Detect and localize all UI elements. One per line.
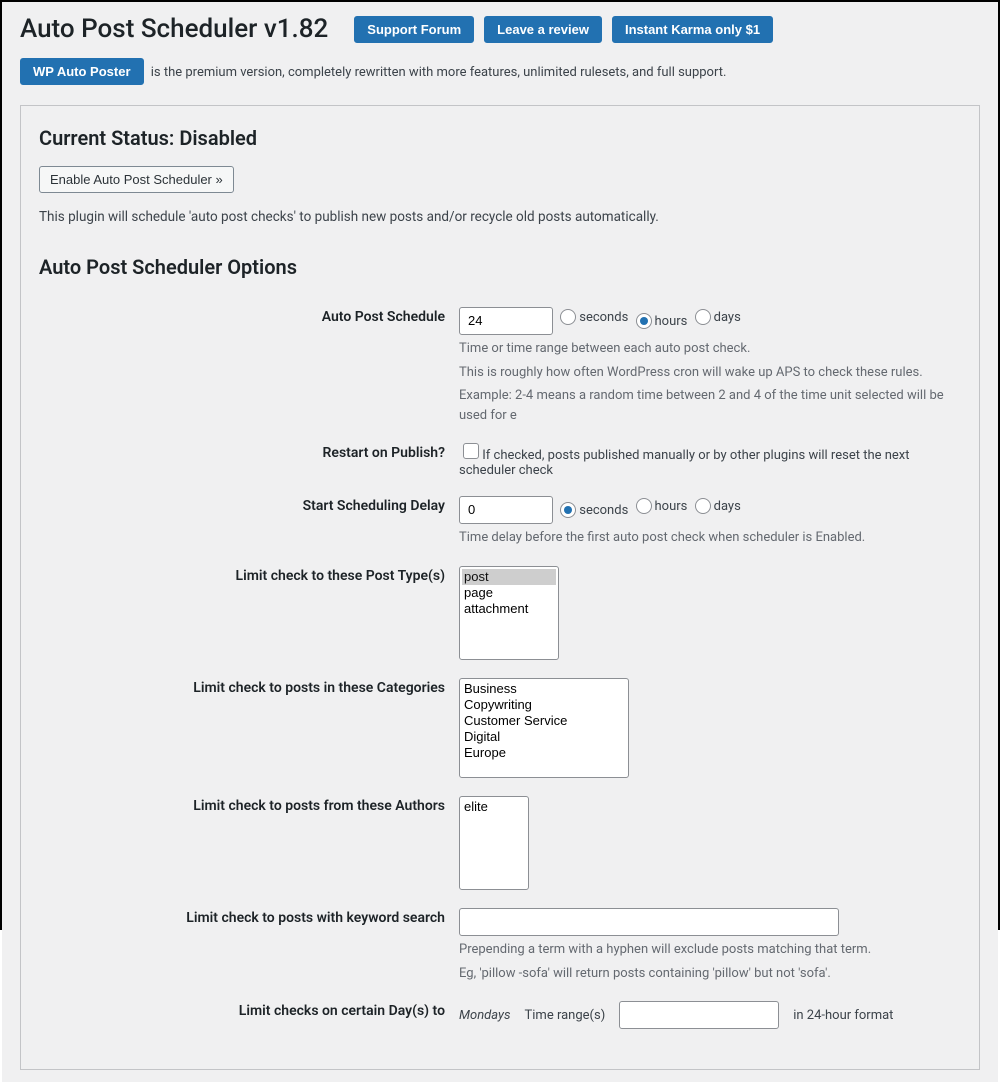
- post-types-select[interactable]: postpageattachment: [459, 566, 559, 660]
- delay-days-radio[interactable]: days: [695, 498, 741, 514]
- time-range-input[interactable]: [619, 1001, 779, 1029]
- keyword-help1: Prepending a term with a hyphen will exc…: [459, 940, 961, 960]
- keyword-label: Limit check to posts with keyword search: [39, 900, 459, 993]
- restart-checkbox[interactable]: [463, 443, 479, 459]
- status-description: This plugin will schedule 'auto post che…: [39, 209, 961, 225]
- restart-label: Restart on Publish?: [39, 435, 459, 488]
- page-title: Auto Post Scheduler v1.82: [20, 14, 328, 44]
- categories-select[interactable]: BusinessCopywritingCustomer ServiceDigit…: [459, 678, 629, 778]
- authors-label: Limit check to posts from these Authors: [39, 788, 459, 900]
- delay-label: Start Scheduling Delay: [39, 488, 459, 558]
- schedule-hours-radio[interactable]: hours: [636, 313, 688, 329]
- authors-select[interactable]: elite: [459, 796, 529, 890]
- days-monday: Mondays: [459, 1008, 511, 1023]
- delay-hours-radio[interactable]: hours: [636, 498, 688, 514]
- time-range-format: in 24-hour format: [793, 1008, 893, 1023]
- leave-review-button[interactable]: Leave a review: [484, 16, 602, 43]
- schedule-help3: Example: 2-4 means a random time between…: [459, 386, 961, 425]
- schedule-days-radio[interactable]: days: [695, 309, 741, 325]
- schedule-seconds-radio[interactable]: seconds: [560, 309, 628, 325]
- keyword-input[interactable]: [459, 908, 839, 936]
- delay-value-input[interactable]: [459, 496, 553, 524]
- promo-text: is the premium version, completely rewri…: [148, 65, 727, 80]
- schedule-label: Auto Post Schedule: [39, 299, 459, 435]
- schedule-help2: This is roughly how often WordPress cron…: [459, 363, 961, 383]
- delay-seconds-radio[interactable]: seconds: [560, 502, 628, 518]
- post-types-label: Limit check to these Post Type(s): [39, 558, 459, 670]
- instant-karma-button[interactable]: Instant Karma only $1: [612, 16, 773, 43]
- schedule-value-input[interactable]: [459, 307, 553, 335]
- time-range-label: Time range(s): [525, 1008, 606, 1023]
- status-title: Current Status: Disabled: [39, 126, 961, 150]
- options-title: Auto Post Scheduler Options: [39, 255, 961, 279]
- restart-help: If checked, posts published manually or …: [459, 448, 910, 478]
- delay-help: Time delay before the first auto post ch…: [459, 528, 961, 548]
- enable-scheduler-button[interactable]: Enable Auto Post Scheduler »: [39, 166, 234, 193]
- wp-auto-poster-button[interactable]: WP Auto Poster: [20, 58, 144, 85]
- days-label: Limit checks on certain Day(s) to: [39, 993, 459, 1039]
- keyword-help2: Eg, 'pillow -sofa' will return posts con…: [459, 964, 961, 984]
- categories-label: Limit check to posts in these Categories: [39, 670, 459, 788]
- options-table: Auto Post Schedule seconds hours days Ti…: [39, 299, 961, 1039]
- status-section: Current Status: Disabled Enable Auto Pos…: [20, 105, 980, 1070]
- support-forum-button[interactable]: Support Forum: [354, 16, 474, 43]
- schedule-help1: Time or time range between each auto pos…: [459, 339, 961, 359]
